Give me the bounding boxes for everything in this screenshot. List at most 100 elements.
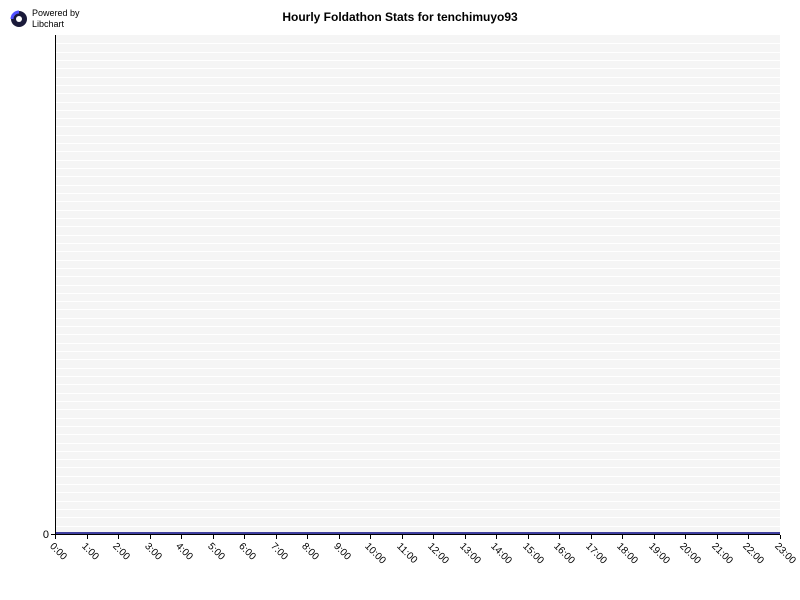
gridline [56, 85, 780, 86]
x-tick-mark [181, 535, 182, 539]
gridline [56, 102, 780, 103]
gridline [56, 351, 780, 352]
x-tick-mark [276, 535, 277, 539]
x-tick-mark [433, 535, 434, 539]
gridline [56, 285, 780, 286]
x-tick-label: 6:00 [236, 541, 258, 563]
gridline [56, 467, 780, 468]
gridline [56, 309, 780, 310]
powered-by-text: Powered by [32, 8, 80, 19]
x-tick-mark [780, 535, 781, 539]
x-tick-label: 14:00 [489, 541, 514, 566]
gridline [56, 268, 780, 269]
chart-container: 0 0:001:002:003:004:005:006:007:008:009:… [55, 35, 780, 535]
gridline [56, 409, 780, 410]
chart-title: Hourly Foldathon Stats for tenchimuyo93 [282, 10, 517, 24]
gridline [56, 359, 780, 360]
x-tick-mark [748, 535, 749, 539]
x-tick-label: 16:00 [552, 541, 577, 566]
gridline [56, 368, 780, 369]
x-tick-label: 18:00 [615, 541, 640, 566]
gridline [56, 501, 780, 502]
gridline [56, 226, 780, 227]
x-tick-label: 0:00 [47, 541, 69, 563]
x-tick-label: 3:00 [142, 541, 164, 563]
gridline [56, 401, 780, 402]
gridline [56, 201, 780, 202]
x-axis: 0:001:002:003:004:005:006:007:008:009:00… [55, 535, 780, 595]
gridline [56, 434, 780, 435]
gridline [56, 526, 780, 527]
gridline [56, 93, 780, 94]
gridline [56, 517, 780, 518]
gridline [56, 476, 780, 477]
gridline [56, 168, 780, 169]
x-tick-mark [685, 535, 686, 539]
x-tick-label: 17:00 [583, 541, 608, 566]
gridline [56, 60, 780, 61]
gridline [56, 52, 780, 53]
x-tick-label: 9:00 [331, 541, 353, 563]
x-tick-mark [370, 535, 371, 539]
gridline [56, 193, 780, 194]
gridline [56, 343, 780, 344]
gridline [56, 135, 780, 136]
gridline [56, 176, 780, 177]
gridlines [56, 35, 780, 534]
x-tick-mark [213, 535, 214, 539]
gridline [56, 160, 780, 161]
x-tick-mark [150, 535, 151, 539]
gridline [56, 143, 780, 144]
gridline [56, 110, 780, 111]
gridline [56, 459, 780, 460]
x-tick-label: 1:00 [79, 541, 101, 563]
gridline [56, 326, 780, 327]
x-tick-mark [654, 535, 655, 539]
gridline [56, 376, 780, 377]
gridline [56, 68, 780, 69]
x-tick-label: 11:00 [394, 541, 419, 566]
gridline [56, 334, 780, 335]
y-tick-label: 0 [43, 529, 49, 541]
gridline [56, 443, 780, 444]
gridline [56, 276, 780, 277]
x-tick-label: 8:00 [299, 541, 321, 563]
gridline [56, 451, 780, 452]
x-tick-mark [559, 535, 560, 539]
libchart-text: Libchart [32, 19, 80, 30]
x-tick-mark [244, 535, 245, 539]
gridline [56, 509, 780, 510]
gridline [56, 393, 780, 394]
gridline [56, 418, 780, 419]
gridline [56, 118, 780, 119]
x-tick-mark [87, 535, 88, 539]
x-tick-mark [402, 535, 403, 539]
gridline [56, 301, 780, 302]
gridline [56, 251, 780, 252]
x-tick-label: 15:00 [520, 541, 545, 566]
logo-area: Powered by Libchart [10, 8, 80, 30]
gridline [56, 484, 780, 485]
gridline [56, 210, 780, 211]
gridline [56, 185, 780, 186]
x-tick-mark [496, 535, 497, 539]
x-tick-mark [307, 535, 308, 539]
gridline [56, 243, 780, 244]
x-tick-mark [591, 535, 592, 539]
gridline [56, 384, 780, 385]
x-tick-label: 20:00 [678, 541, 703, 566]
x-tick-mark [717, 535, 718, 539]
x-tick-label: 4:00 [173, 541, 195, 563]
gridline [56, 235, 780, 236]
gridline [56, 260, 780, 261]
x-tick-label: 10:00 [362, 541, 387, 566]
gridline [56, 218, 780, 219]
x-tick-label: 5:00 [205, 541, 227, 563]
x-tick-label: 21:00 [709, 541, 734, 566]
gridline [56, 318, 780, 319]
x-tick-mark [339, 535, 340, 539]
x-tick-label: 2:00 [110, 541, 132, 563]
logo-text: Powered by Libchart [32, 8, 80, 30]
gridline [56, 492, 780, 493]
gridline [56, 126, 780, 127]
